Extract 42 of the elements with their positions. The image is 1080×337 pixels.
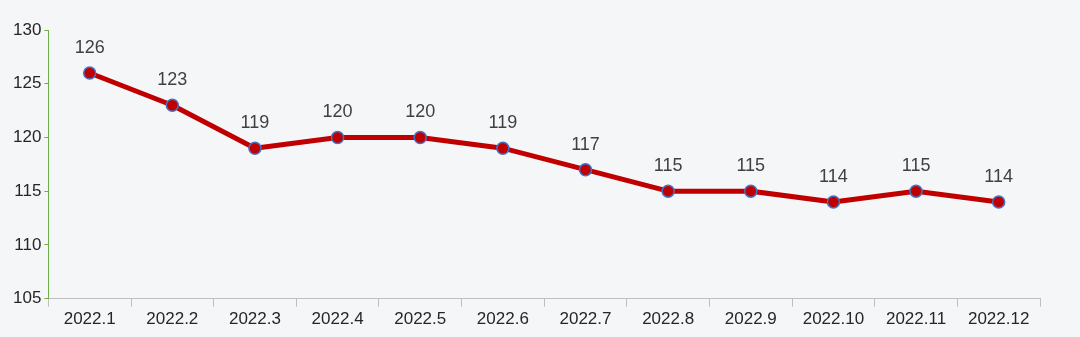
point (909, 184, 923, 198)
point (330, 130, 345, 145)
y-tick-label: 115 (14, 180, 42, 200)
data-label: 114 (819, 165, 848, 186)
x-tick-label: 2022.7 (559, 309, 612, 329)
point (82, 66, 97, 80)
x-tick-label: 2022.12 (967, 309, 1030, 329)
point (744, 184, 758, 198)
y-tick-label: 125 (12, 73, 42, 93)
x-tick-label: 2022.8 (642, 309, 695, 329)
x-tick-label: 2022.3 (228, 309, 281, 329)
data-label: 119 (488, 112, 518, 133)
point (165, 98, 180, 112)
point (496, 141, 510, 155)
data-label: 115 (736, 155, 766, 176)
point (578, 162, 593, 177)
data-label: 115 (901, 155, 931, 176)
y-tick-label: 110 (14, 234, 42, 254)
data-label: 117 (571, 133, 600, 154)
data-label: 120 (322, 101, 353, 122)
x-tick-label: 2022.6 (476, 309, 529, 329)
point (991, 195, 1006, 209)
point (661, 184, 675, 198)
y-tick-label: 130 (12, 19, 42, 39)
data-label: 115 (653, 155, 683, 176)
x-tick-label: 2022.11 (885, 309, 947, 329)
point (826, 195, 841, 209)
data-label: 119 (240, 112, 270, 133)
x-tick-label: 2022.1 (63, 309, 116, 329)
x-tick-label: 2022.4 (311, 309, 364, 329)
x-tick-label: 2022.10 (802, 309, 865, 329)
data-label: 123 (157, 69, 188, 90)
x-tick-label: 2022.2 (146, 309, 199, 329)
x-tick-label: 2022.5 (394, 309, 447, 329)
y-tick-label: 105 (12, 288, 42, 308)
point (248, 141, 262, 155)
data-label: 126 (74, 36, 105, 57)
data-label: 120 (405, 101, 436, 122)
x-tick-label: 2022.9 (724, 309, 777, 329)
y-tick-label: 120 (12, 127, 42, 147)
point (413, 130, 427, 145)
data-label: 114 (984, 165, 1014, 186)
